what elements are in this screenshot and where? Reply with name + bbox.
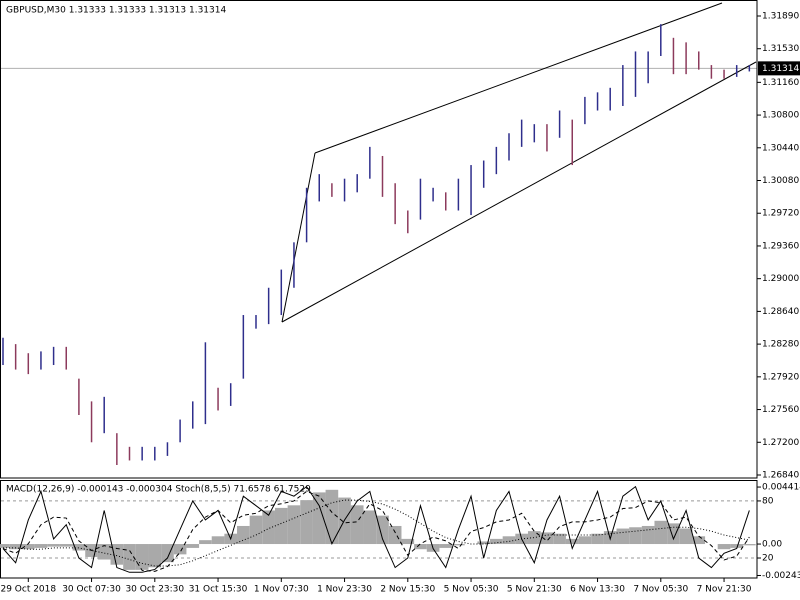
y-tick-label: 1.31890 bbox=[762, 11, 799, 21]
x-tick-label: 6 Nov 13:30 bbox=[570, 585, 625, 595]
macd-bar bbox=[743, 544, 756, 546]
macd-bar bbox=[452, 544, 465, 546]
macd-bar bbox=[312, 492, 326, 545]
macd-bar bbox=[123, 544, 136, 570]
last-price-box bbox=[758, 61, 800, 76]
macd-bar bbox=[388, 525, 402, 545]
macd-bar bbox=[186, 544, 200, 548]
y-tick-label: 1.29000 bbox=[762, 274, 799, 284]
macd-bar bbox=[97, 544, 111, 560]
y-tick-label: -0.002435 bbox=[762, 571, 800, 581]
macd-bar bbox=[540, 532, 554, 545]
macd-bar bbox=[477, 541, 491, 545]
last-price-label: 1.31314 bbox=[762, 64, 799, 74]
x-tick-label: 5 Nov 05:30 bbox=[444, 585, 499, 595]
macd-bar bbox=[0, 544, 10, 548]
macd-bar bbox=[692, 536, 706, 545]
macd-bar bbox=[325, 489, 339, 545]
indicator-pane bbox=[0, 480, 758, 579]
chart-title: GBPUSD,M30 1.31333 1.31333 1.31313 1.313… bbox=[6, 6, 226, 16]
macd-bar bbox=[199, 540, 212, 545]
macd-bar bbox=[47, 544, 60, 547]
macd-bar bbox=[578, 536, 592, 545]
macd-bar bbox=[9, 544, 22, 550]
macd-bar bbox=[237, 525, 250, 545]
macd-bar bbox=[565, 538, 579, 545]
macd-bar bbox=[414, 544, 427, 550]
macd-bar bbox=[21, 544, 35, 550]
trend-line bbox=[281, 152, 316, 323]
macd-bar bbox=[629, 527, 642, 545]
macd-bar bbox=[363, 510, 377, 545]
x-tick-label: 7 Nov 21:30 bbox=[697, 585, 752, 595]
macd-bar bbox=[376, 515, 389, 545]
macd-bar bbox=[274, 507, 288, 545]
x-tick-label: 30 Oct 07:30 bbox=[62, 585, 121, 595]
macd-bar bbox=[679, 528, 693, 545]
macd-bar bbox=[59, 544, 73, 547]
y-tick-label: 1.31160 bbox=[762, 78, 799, 88]
y-tick-label: 0.00 bbox=[762, 540, 782, 550]
macd-bar bbox=[262, 510, 275, 545]
macd-bar bbox=[34, 544, 48, 548]
y-tick-label: 1.28280 bbox=[762, 340, 799, 350]
stoch-signal bbox=[2, 490, 750, 572]
y-tick-label: 80 bbox=[762, 496, 774, 506]
macd-bar bbox=[148, 544, 162, 568]
macd-bar bbox=[616, 528, 630, 545]
macd-bar bbox=[591, 533, 604, 545]
macd-bar bbox=[730, 544, 744, 548]
x-tick-label: 1 Nov 07:30 bbox=[254, 585, 309, 595]
macd-bar bbox=[490, 538, 503, 545]
macd-bar bbox=[72, 544, 86, 551]
macd-bar bbox=[502, 536, 516, 545]
macd-bar bbox=[300, 500, 313, 545]
macd-bar bbox=[717, 544, 731, 550]
y-tick-label: 1.31530 bbox=[762, 44, 799, 54]
x-tick-label: 5 Nov 21:30 bbox=[507, 585, 562, 595]
macd-bar bbox=[641, 525, 655, 545]
macd-bar bbox=[401, 538, 415, 545]
trend-line bbox=[314, 2, 723, 154]
macd-bar bbox=[173, 544, 187, 555]
y-tick-label: 1.30080 bbox=[762, 176, 799, 186]
macd-bar bbox=[135, 544, 149, 570]
x-tick-label: 31 Oct 15:30 bbox=[189, 585, 248, 595]
price-pane bbox=[0, 0, 758, 479]
indicator-title: MACD(12,26,9) -0.000143 -0.000304 Stoch(… bbox=[6, 485, 311, 495]
y-tick-label: 1.28640 bbox=[762, 307, 799, 317]
x-tick-label: 1 Nov 23:30 bbox=[317, 585, 372, 595]
macd-bar bbox=[654, 520, 668, 545]
y-tick-label: 1.27560 bbox=[762, 405, 799, 415]
y-tick-label: 1.26840 bbox=[762, 471, 799, 481]
macd-bar bbox=[161, 544, 174, 563]
macd-bar bbox=[527, 531, 541, 545]
y-tick-label: 1.29360 bbox=[762, 241, 799, 251]
y-tick-label: 1.30440 bbox=[762, 143, 799, 153]
y-tick-label: 1.30800 bbox=[762, 111, 799, 121]
x-tick-label: 2 Nov 15:30 bbox=[380, 585, 435, 595]
y-tick-label: 20 bbox=[762, 554, 774, 564]
macd-bar bbox=[439, 544, 453, 548]
y-tick-label: 1.27920 bbox=[762, 372, 799, 382]
x-tick-label: 30 Oct 23:30 bbox=[125, 585, 184, 595]
macd-bar bbox=[553, 533, 566, 545]
y-tick-label: 1.29720 bbox=[762, 209, 799, 219]
macd-bar bbox=[249, 515, 263, 545]
x-tick-label: 7 Nov 05:30 bbox=[633, 585, 688, 595]
macd-bar bbox=[350, 505, 364, 545]
y-tick-label: 0.004414 bbox=[762, 483, 800, 493]
trend-line bbox=[281, 61, 757, 323]
macd-bar bbox=[110, 544, 124, 565]
macd-bar bbox=[211, 536, 225, 545]
stoch-main bbox=[2, 485, 750, 573]
x-tick-label: 29 Oct 2018 bbox=[0, 585, 56, 595]
macd-bar bbox=[287, 505, 301, 545]
y-tick-label: 1.27200 bbox=[762, 438, 799, 448]
